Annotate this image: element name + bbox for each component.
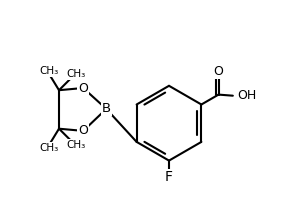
Text: B: B bbox=[102, 102, 111, 116]
Text: F: F bbox=[165, 170, 173, 184]
Text: CH₃: CH₃ bbox=[40, 143, 59, 153]
Text: CH₃: CH₃ bbox=[66, 69, 86, 79]
Text: O: O bbox=[214, 64, 223, 78]
Text: O: O bbox=[78, 124, 88, 138]
Text: OH: OH bbox=[238, 89, 257, 102]
Text: O: O bbox=[78, 81, 88, 95]
Text: CH₃: CH₃ bbox=[66, 140, 86, 150]
Text: CH₃: CH₃ bbox=[40, 66, 59, 76]
